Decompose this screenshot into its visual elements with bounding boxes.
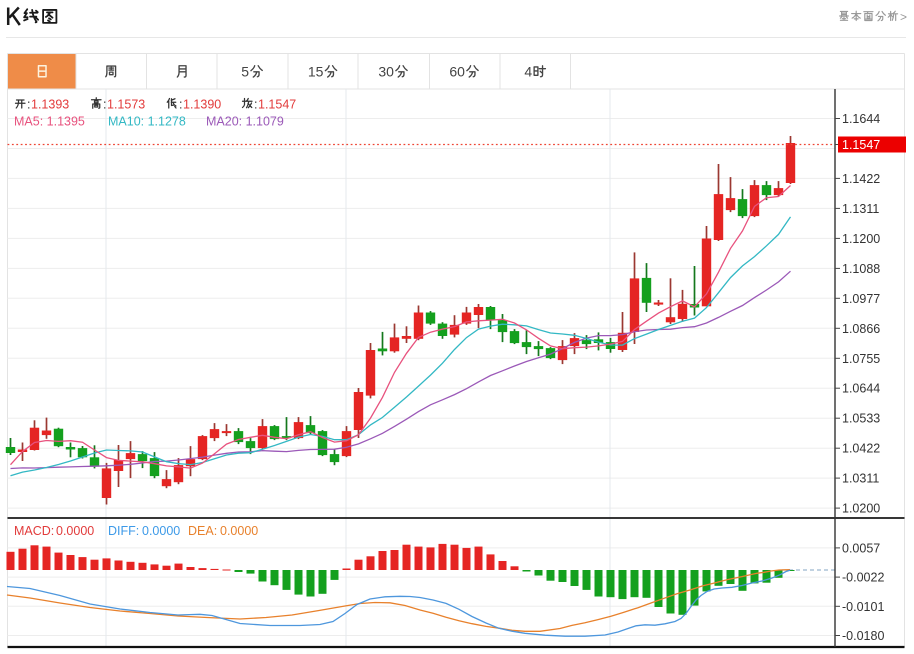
- svg-text:MA20: 1.1079: MA20: 1.1079: [206, 115, 284, 129]
- svg-text:60: 60: [449, 64, 465, 80]
- svg-text:1.1311: 1.1311: [842, 202, 879, 216]
- svg-text:1.1547: 1.1547: [258, 98, 296, 112]
- svg-text:1.0422: 1.0422: [842, 442, 880, 456]
- svg-text:1.1644: 1.1644: [842, 112, 880, 126]
- svg-text:1.1200: 1.1200: [842, 232, 880, 246]
- svg-text:0.0000: 0.0000: [220, 524, 258, 538]
- svg-text:MACD:: MACD:: [14, 524, 54, 538]
- svg-text:5: 5: [241, 64, 249, 80]
- svg-text:MA10: 1.1278: MA10: 1.1278: [108, 115, 186, 129]
- svg-text:-0.0180: -0.0180: [842, 629, 884, 643]
- svg-text:1.1088: 1.1088: [842, 262, 880, 276]
- svg-text:1.0977: 1.0977: [842, 292, 880, 306]
- svg-text:0.0057: 0.0057: [842, 541, 880, 555]
- svg-text:1.1390: 1.1390: [183, 98, 221, 112]
- svg-text:1.0311: 1.0311: [842, 472, 879, 486]
- svg-text:1.0866: 1.0866: [842, 322, 880, 336]
- svg-text:1.0644: 1.0644: [842, 382, 880, 396]
- svg-text::: :: [254, 98, 257, 112]
- svg-text::: :: [103, 98, 106, 112]
- svg-text:-0.0101: -0.0101: [842, 600, 884, 614]
- svg-text:1.0200: 1.0200: [842, 502, 880, 516]
- svg-text:4: 4: [524, 64, 532, 80]
- svg-text:DEA:: DEA:: [188, 524, 217, 538]
- svg-text:DIFF:: DIFF:: [108, 524, 139, 538]
- svg-text::: :: [27, 98, 30, 112]
- svg-text:0.0000: 0.0000: [142, 524, 180, 538]
- svg-text:1.1573: 1.1573: [107, 98, 145, 112]
- svg-text:1.0755: 1.0755: [842, 352, 880, 366]
- svg-text:MA5: 1.1395: MA5: 1.1395: [14, 115, 85, 129]
- svg-text:1.1393: 1.1393: [31, 98, 69, 112]
- svg-text:30: 30: [378, 64, 394, 80]
- svg-text:>: >: [900, 10, 907, 24]
- svg-text:15: 15: [308, 64, 324, 80]
- svg-text:1.0533: 1.0533: [842, 412, 880, 426]
- svg-text:1.1547: 1.1547: [842, 138, 880, 152]
- svg-text:0.0000: 0.0000: [56, 524, 94, 538]
- svg-text:-0.0022: -0.0022: [842, 571, 884, 585]
- svg-text::: :: [179, 98, 182, 112]
- svg-text:1.1422: 1.1422: [842, 172, 880, 186]
